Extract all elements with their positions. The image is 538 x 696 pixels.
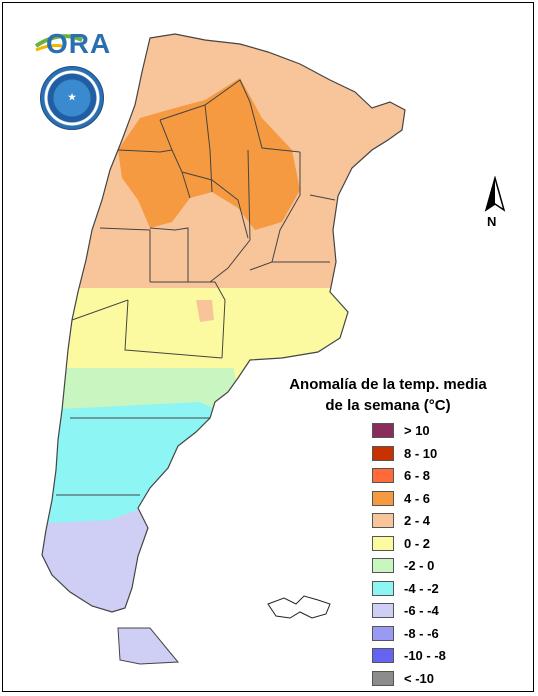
zone-0-2 [42, 288, 405, 370]
legend-swatch [372, 603, 394, 618]
legend-swatch [372, 513, 394, 528]
legend-swatch [372, 625, 394, 641]
legend-swatch [372, 423, 394, 438]
legend-swatch [372, 648, 394, 663]
north-label: N [487, 214, 497, 229]
zone-minus4-minus2 [42, 402, 238, 530]
north-arrow-icon [484, 176, 506, 212]
legend-row: -10 - -8 [372, 645, 492, 666]
legend-label: -6 - -4 [404, 603, 439, 618]
ora-logo: ORA [46, 28, 112, 59]
legend-row: < -10 [372, 668, 492, 689]
legend-title-line2: de la semana (°C) [325, 397, 451, 414]
legend-title: Anomalía de la temp. media de la semana … [288, 374, 488, 416]
legend-swatch [372, 670, 394, 686]
legend-label: -10 - -8 [404, 648, 446, 663]
zone-minus6-minus4 [42, 500, 240, 612]
malvinas-islands [267, 595, 331, 619]
legend-label: 6 - 8 [404, 468, 431, 483]
legend-swatch [372, 558, 394, 573]
legend: > 10 8 - 10 6 - 8 4 - 6 2 - 4 0 - 2 -2 - 0 -4 -… [372, 420, 492, 690]
zone-4-6 [118, 78, 300, 230]
legend-swatch [372, 535, 394, 551]
legend-row: 2 - 4 [372, 510, 492, 531]
legend-label: 8 - 10 [404, 445, 438, 461]
legend-label: 2 - 4 [404, 513, 431, 528]
country-outline [41, 33, 406, 613]
legend-label: 0 - 2 [404, 535, 431, 551]
legend-label: > 10 [404, 423, 430, 438]
legend-label: 4 - 6 [404, 490, 431, 506]
logo-swoosh [34, 34, 83, 48]
legend-row: -2 - 0 [372, 555, 492, 576]
legend-label: -4 - -2 [404, 580, 439, 596]
institution-seal-icon: ★ [40, 66, 104, 130]
legend-row: -6 - -4 [372, 600, 492, 621]
legend-label: < -10 [404, 670, 434, 686]
legend-swatch [372, 445, 394, 461]
legend-swatch [372, 490, 394, 506]
province-borders [56, 79, 336, 496]
legend-row: > 10 [372, 420, 492, 441]
legend-row: -8 - -6 [372, 623, 492, 644]
legend-label: -2 - 0 [404, 558, 435, 573]
legend-row: 4 - 6 [372, 488, 492, 509]
zone-2-4-south [196, 300, 214, 322]
legend-row: -4 - -2 [372, 578, 492, 599]
legend-swatch [372, 580, 394, 596]
legend-title-line1: Anomalía de la temp. media [289, 376, 487, 393]
seal-emblem-icon: ★ [67, 92, 77, 102]
tierra-del-fuego [117, 627, 180, 665]
legend-row: 8 - 10 [372, 443, 492, 464]
logo-swoosh-accent [35, 44, 63, 52]
legend-row: 0 - 2 [372, 533, 492, 554]
legend-label: -8 - -6 [404, 625, 439, 641]
legend-swatch [372, 468, 394, 483]
legend-row: 6 - 8 [372, 465, 492, 486]
